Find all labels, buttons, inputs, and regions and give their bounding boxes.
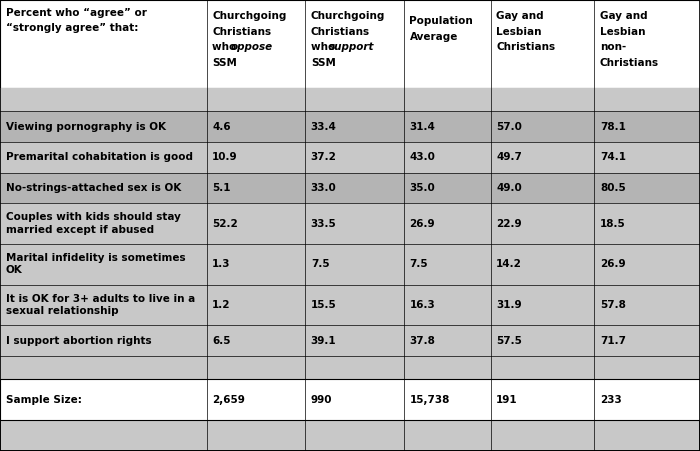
Text: 6.5: 6.5: [212, 336, 230, 345]
Text: who: who: [212, 42, 240, 52]
Text: 35.0: 35.0: [410, 183, 435, 193]
Text: SSM: SSM: [311, 58, 336, 68]
Text: 39.1: 39.1: [311, 336, 337, 345]
Bar: [0, 0, 700, 88]
Text: 80.5: 80.5: [600, 183, 626, 193]
Text: 33.0: 33.0: [311, 183, 337, 193]
Text: 233: 233: [600, 395, 622, 405]
Text: 22.9: 22.9: [496, 219, 522, 229]
Text: Average: Average: [410, 32, 458, 42]
Text: Premarital cohabitation is good: Premarital cohabitation is good: [6, 152, 192, 162]
Text: 18.5: 18.5: [600, 219, 626, 229]
Text: Christians: Christians: [212, 27, 271, 37]
Bar: [0, 111, 700, 142]
Text: 74.1: 74.1: [600, 152, 626, 162]
Text: 52.2: 52.2: [212, 219, 238, 229]
Text: Percent who “agree” or: Percent who “agree” or: [6, 8, 146, 18]
Text: “strongly agree” that:: “strongly agree” that:: [6, 23, 138, 33]
Text: Lesbian: Lesbian: [496, 27, 542, 37]
Text: 10.9: 10.9: [212, 152, 238, 162]
Text: Sample Size:: Sample Size:: [6, 395, 81, 405]
Text: 57.0: 57.0: [496, 122, 522, 132]
Text: Gay and: Gay and: [600, 11, 648, 21]
Text: Christians: Christians: [311, 27, 370, 37]
Text: Viewing pornography is OK: Viewing pornography is OK: [6, 122, 166, 132]
Text: 26.9: 26.9: [410, 219, 435, 229]
Text: Couples with kids should stay
married except if abused: Couples with kids should stay married ex…: [6, 212, 181, 235]
Text: who: who: [311, 42, 339, 52]
Text: 33.5: 33.5: [311, 219, 337, 229]
Text: 43.0: 43.0: [410, 152, 435, 162]
Text: 7.5: 7.5: [311, 259, 330, 269]
Text: Churchgoing: Churchgoing: [311, 11, 385, 21]
Text: SSM: SSM: [212, 58, 237, 68]
Text: Gay and: Gay and: [496, 11, 544, 21]
Text: 49.7: 49.7: [496, 152, 522, 162]
Text: 16.3: 16.3: [410, 300, 435, 310]
Text: Christians: Christians: [496, 42, 555, 52]
Text: 57.8: 57.8: [600, 300, 626, 310]
Bar: [0, 203, 700, 244]
Text: Churchgoing: Churchgoing: [212, 11, 286, 21]
Text: 5.1: 5.1: [212, 183, 230, 193]
Text: 31.4: 31.4: [410, 122, 435, 132]
Text: Christians: Christians: [600, 58, 659, 68]
Text: 4.6: 4.6: [212, 122, 231, 132]
Text: 31.9: 31.9: [496, 300, 522, 310]
Bar: [0, 173, 700, 203]
Text: 37.8: 37.8: [410, 336, 435, 345]
Text: 15.5: 15.5: [311, 300, 337, 310]
Text: Marital infidelity is sometimes
OK: Marital infidelity is sometimes OK: [6, 253, 186, 276]
Bar: [0, 142, 700, 173]
Text: 7.5: 7.5: [410, 259, 428, 269]
Bar: [0, 88, 700, 111]
Text: 33.4: 33.4: [311, 122, 337, 132]
Text: oppose: oppose: [230, 42, 272, 52]
Text: 71.7: 71.7: [600, 336, 626, 345]
Text: 191: 191: [496, 395, 518, 405]
Text: 2,659: 2,659: [212, 395, 245, 405]
Text: I support abortion rights: I support abortion rights: [6, 336, 151, 345]
Text: 990: 990: [311, 395, 332, 405]
Bar: [0, 285, 700, 325]
Bar: [0, 356, 700, 379]
Text: 37.2: 37.2: [311, 152, 337, 162]
Text: 14.2: 14.2: [496, 259, 522, 269]
Text: 15,738: 15,738: [410, 395, 450, 405]
Text: non-: non-: [600, 42, 626, 52]
Text: 78.1: 78.1: [600, 122, 626, 132]
Text: It is OK for 3+ adults to live in a
sexual relationship: It is OK for 3+ adults to live in a sexu…: [6, 294, 195, 316]
Text: support: support: [329, 42, 375, 52]
Text: 49.0: 49.0: [496, 183, 522, 193]
Text: No-strings-attached sex is OK: No-strings-attached sex is OK: [6, 183, 181, 193]
Text: 1.2: 1.2: [212, 300, 230, 310]
Text: Population: Population: [410, 16, 473, 26]
Text: Lesbian: Lesbian: [600, 27, 645, 37]
Text: 1.3: 1.3: [212, 259, 230, 269]
Bar: [0, 379, 700, 420]
Text: 26.9: 26.9: [600, 259, 626, 269]
Bar: [0, 244, 700, 285]
Text: 57.5: 57.5: [496, 336, 522, 345]
Bar: [0, 325, 700, 356]
